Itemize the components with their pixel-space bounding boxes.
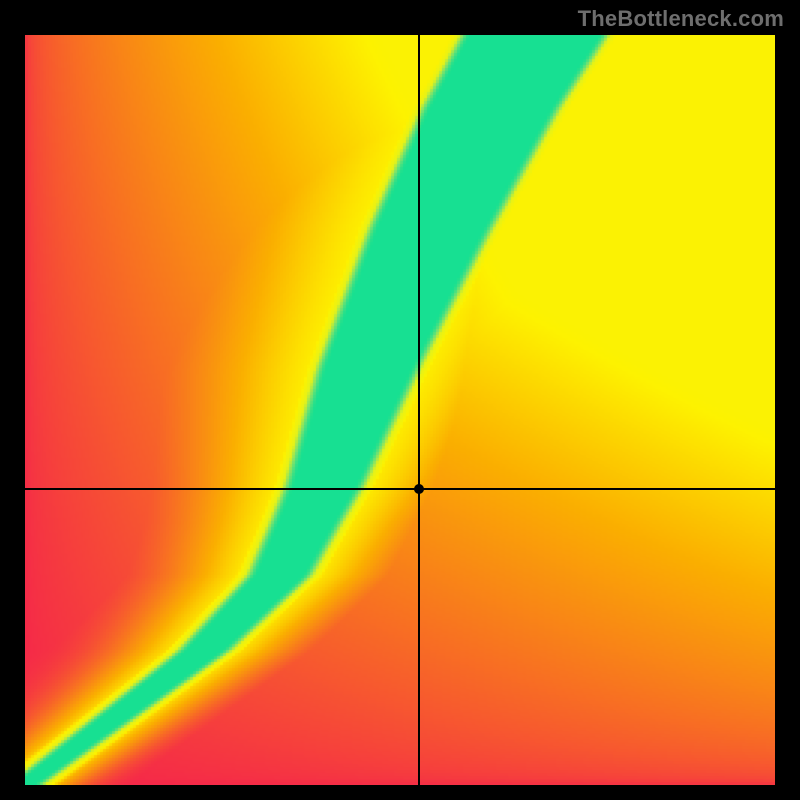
crosshair-marker [414,484,424,494]
heatmap-canvas [25,35,775,785]
crosshair-vertical [418,35,420,785]
bottleneck-heatmap [25,35,775,785]
watermark-text: TheBottleneck.com [578,6,784,32]
page-root: TheBottleneck.com [0,0,800,800]
crosshair-horizontal [25,488,775,490]
